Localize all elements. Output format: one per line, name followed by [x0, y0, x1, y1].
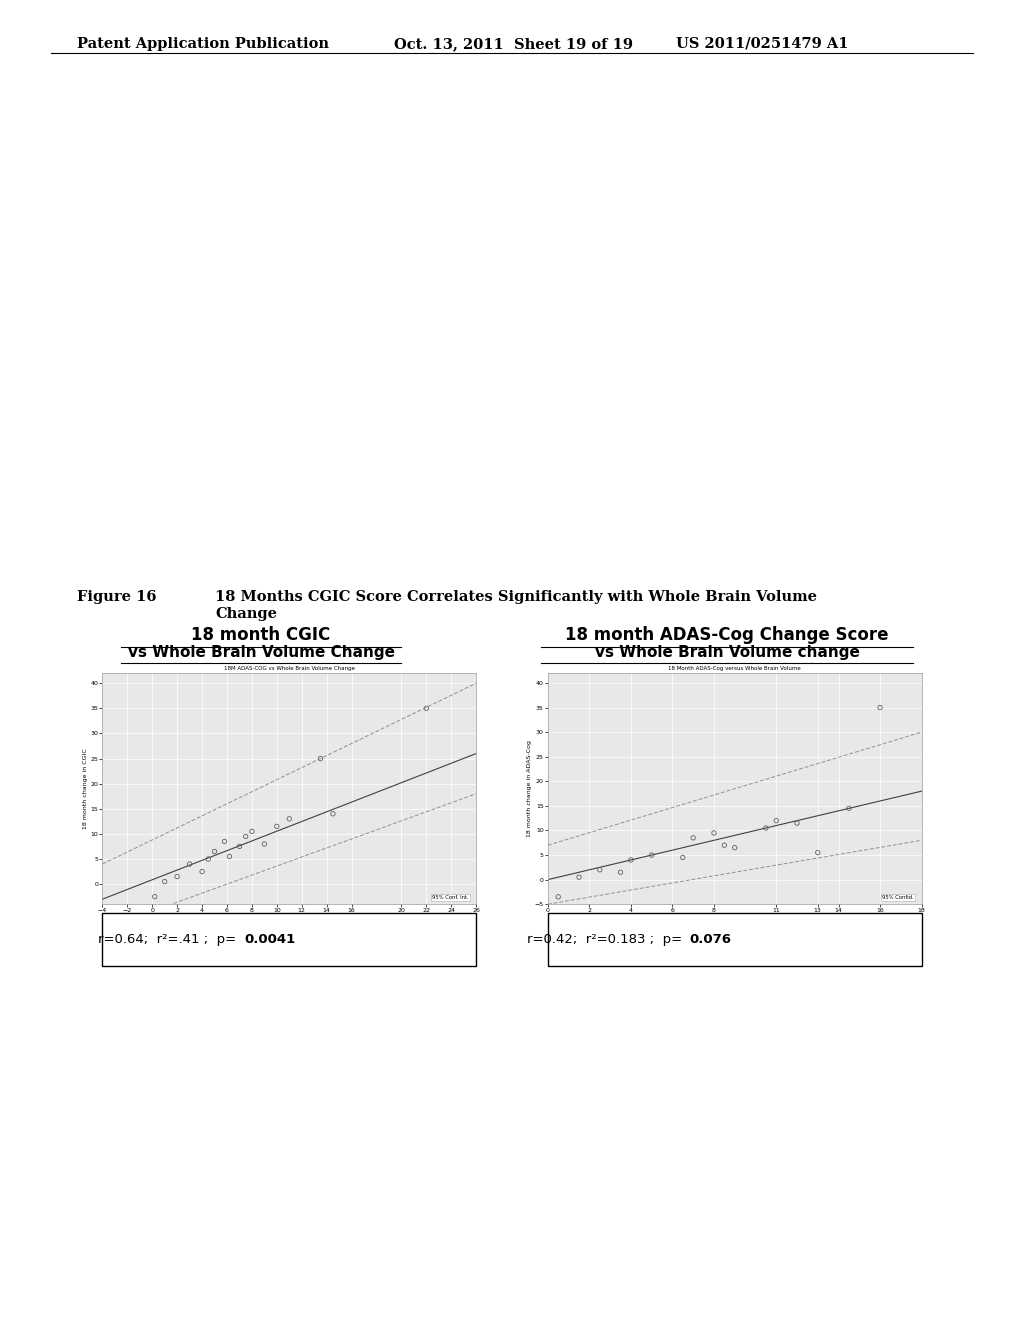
Point [871, 697, 888, 718]
FancyBboxPatch shape [102, 913, 476, 966]
Text: US 2011/0251479 A1: US 2011/0251479 A1 [676, 37, 848, 51]
Text: 95% Confid.: 95% Confid. [883, 895, 914, 900]
Point [810, 842, 826, 863]
Point [221, 846, 238, 867]
Text: 0.0041: 0.0041 [245, 933, 296, 946]
Point [325, 804, 341, 825]
Text: vs Whole Brain Volume change: vs Whole Brain Volume change [595, 645, 859, 660]
Y-axis label: 18 month change in CGIC: 18 month change in CGIC [83, 748, 88, 829]
Point [206, 841, 223, 862]
Point [643, 845, 659, 866]
Point [216, 830, 232, 851]
Point [570, 867, 587, 888]
Point [612, 862, 629, 883]
Text: Patent Application Publication: Patent Application Publication [77, 37, 329, 51]
Point [685, 828, 701, 849]
Point [550, 886, 566, 907]
Point [716, 834, 732, 855]
Point [623, 849, 639, 870]
Point [256, 833, 272, 854]
Point [146, 886, 163, 907]
Text: Figure 16: Figure 16 [77, 590, 157, 605]
Point [592, 859, 608, 880]
Point [788, 813, 805, 834]
X-axis label: Predicted Values: Predicted Values [260, 916, 318, 923]
Title: 18 Month ADAS-Cog versus Whole Brain Volume: 18 Month ADAS-Cog versus Whole Brain Vol… [669, 667, 801, 672]
Text: vs Whole Brain Volume Change: vs Whole Brain Volume Change [128, 645, 394, 660]
Point [758, 817, 774, 838]
Point [418, 698, 434, 719]
FancyBboxPatch shape [548, 913, 922, 966]
Point [706, 822, 722, 843]
Point [194, 861, 210, 882]
Point [312, 748, 329, 770]
Point [169, 866, 185, 887]
Point [281, 808, 297, 829]
Point [157, 871, 173, 892]
Point [675, 847, 691, 869]
Title: 18M ADAS-COG vs Whole Brain Volume Change: 18M ADAS-COG vs Whole Brain Volume Chang… [224, 667, 354, 672]
Point [244, 821, 260, 842]
Text: r=0.42;  r²=0.183 ;  p=: r=0.42; r²=0.183 ; p= [526, 933, 686, 946]
Text: 18 month CGIC: 18 month CGIC [191, 626, 331, 644]
X-axis label: Predicted Values: Predicted Values [706, 916, 764, 923]
Text: Change: Change [215, 607, 278, 622]
Text: 95% Conf. Int.: 95% Conf. Int. [432, 895, 469, 900]
Point [238, 826, 254, 847]
Point [768, 810, 784, 832]
Point [841, 797, 857, 818]
Text: r=0.64;  r²=.41 ;  p=: r=0.64; r²=.41 ; p= [98, 933, 241, 946]
Text: 18 month ADAS-Cog Change Score: 18 month ADAS-Cog Change Score [565, 626, 889, 644]
Point [727, 837, 743, 858]
Text: 18 Months CGIC Score Correlates Significantly with Whole Brain Volume: 18 Months CGIC Score Correlates Signific… [215, 590, 817, 605]
Point [231, 836, 248, 857]
Text: 0.076: 0.076 [690, 933, 732, 946]
Point [200, 849, 216, 870]
Text: Oct. 13, 2011  Sheet 19 of 19: Oct. 13, 2011 Sheet 19 of 19 [394, 37, 633, 51]
Point [181, 854, 198, 875]
Y-axis label: 18 month change in ADAS-Cog: 18 month change in ADAS-Cog [526, 741, 531, 837]
Point [268, 816, 285, 837]
